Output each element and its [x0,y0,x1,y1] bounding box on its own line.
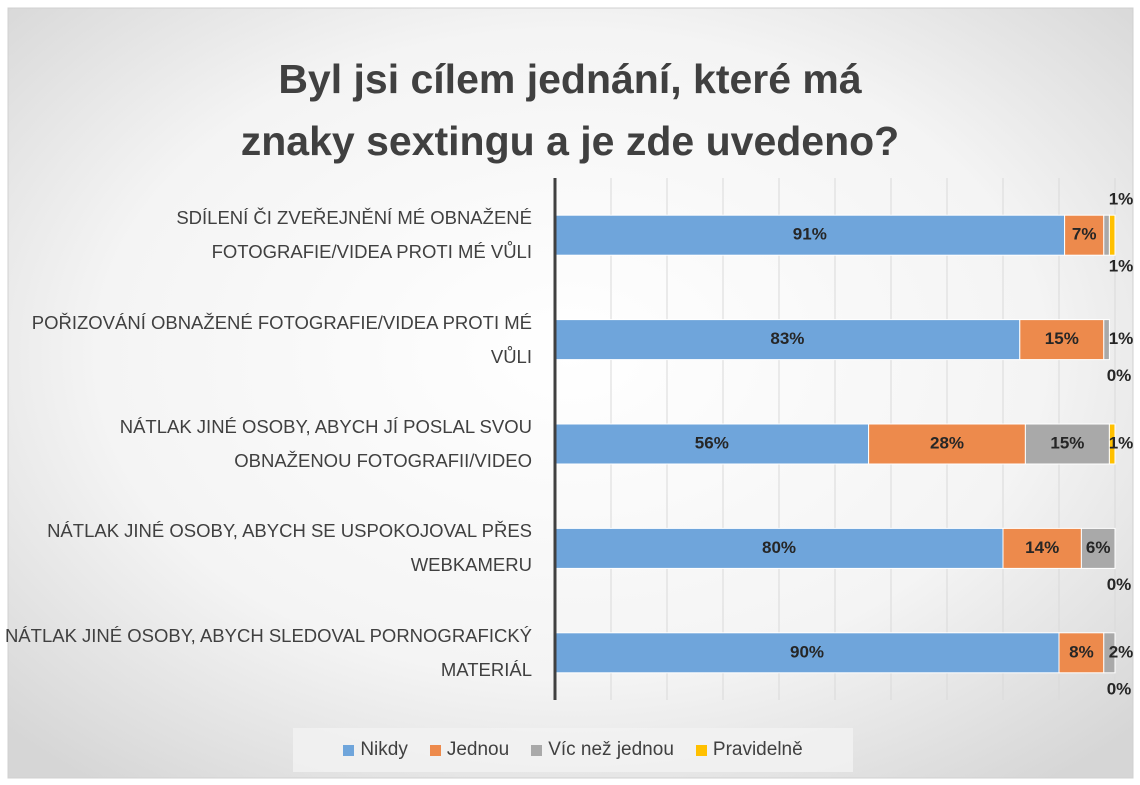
data-label: 80% [762,538,796,557]
data-label: 6% [1086,538,1111,557]
legend-item: Víc než jednou [531,739,674,761]
bar-segment [554,214,1066,256]
data-label: 15% [1045,329,1079,348]
legend-item: Pravidelně [695,739,803,761]
bar-segment [1080,527,1116,569]
bar-segment [554,527,1004,569]
bar-segment [868,423,1026,465]
data-label: 83% [770,329,804,348]
legend-swatch [343,744,355,756]
data-label: 15% [1050,433,1084,452]
bar-segment [1108,423,1116,465]
category-label: POŘIZOVÁNÍ OBNAŽENÉ FOTOGRAFIE/VIDEA PRO… [31,311,532,367]
category-label: NÁTLAK JINÉ OSOBY, ABYCH JÍ POSLAL SVOU … [119,416,532,471]
data-label: 0% [1107,679,1132,698]
category-label: NÁTLAK JINÉ OSOBY, ABYCH SE USPOKOJOVAL … [47,520,532,576]
data-label: 91% [793,225,827,244]
bar-segment [554,632,1060,674]
data-label: 1% [1109,433,1134,452]
data-label: 90% [790,642,824,661]
bar-segment [1024,423,1110,465]
data-label: 0% [1107,575,1132,594]
data-label: 2% [1109,642,1134,661]
data-label: 8% [1069,642,1094,661]
legend-swatch [531,744,543,756]
data-label: 0% [1107,366,1132,385]
data-label: 56% [695,433,729,452]
legend-label: Jednou [446,739,510,760]
bar-segment [1108,214,1116,256]
data-label: 1% [1109,190,1134,209]
bar-segment [1103,214,1110,256]
legend: Nikdy Jednou Víc než jednou Pravidelně [293,728,853,772]
category-label: SDÍLENÍ ČI ZVEŘEJNĚNÍ MÉ OBNAŽENÉ FOTOGR… [176,207,532,263]
bar-segment [1058,632,1105,674]
legend-item: Jednou [429,739,510,761]
chart-title: Byl jsi cílem jednání, které má znaky se… [240,56,900,164]
legend-swatch [695,744,707,756]
legend-label: Pravidelně [712,739,803,760]
category-label: NÁTLAK JINÉ OSOBY, ABYCH SLEDOVAL PORNOG… [4,624,532,680]
data-label: 7% [1072,225,1097,244]
legend-label: Nikdy [360,739,408,760]
legend-label: Víc než jednou [548,739,674,760]
legend-item: Nikdy [343,739,408,761]
bar-segment [1103,632,1116,674]
data-label: 14% [1025,538,1059,557]
bar-segment [1103,319,1110,361]
data-label: 1% [1109,257,1134,276]
data-label: 28% [930,433,964,452]
legend-swatch [429,744,441,756]
bar-segment [1019,319,1105,361]
data-label: 1% [1109,329,1134,348]
